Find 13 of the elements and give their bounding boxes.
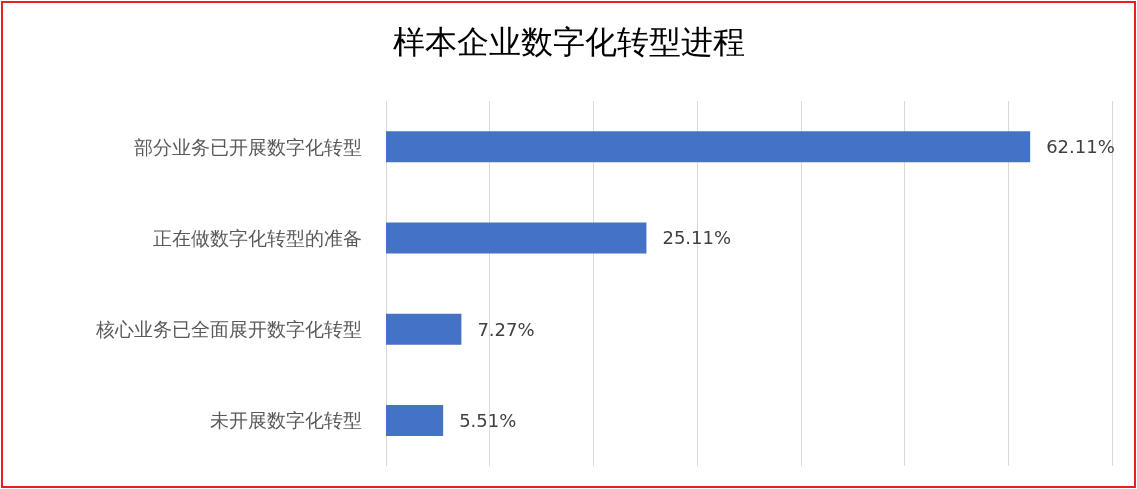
y-tick-label: 未开展数字化转型 (210, 409, 362, 432)
bar (386, 404, 444, 436)
y-tick-label: 正在做数字化转型的准备 (153, 226, 362, 249)
data-label: 25.11% (662, 227, 732, 249)
chart-title: 样本企业数字化转型进程 (392, 23, 745, 61)
bar (386, 313, 462, 345)
y-tick-label: 部分业务已开展数字化转型 (134, 135, 362, 158)
bar (386, 222, 647, 254)
data-label: 7.27% (477, 318, 535, 340)
data-label: 5.51% (459, 409, 517, 431)
bar (386, 131, 1031, 163)
y-tick-label: 核心业务已全面展开数字化转型 (95, 318, 362, 341)
data-label: 62.11% (1046, 136, 1115, 158)
